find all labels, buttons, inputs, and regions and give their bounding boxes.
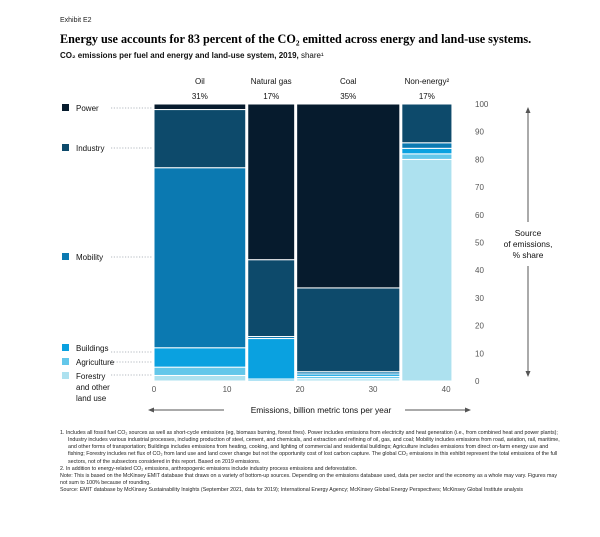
- y-tick-label: 20: [475, 322, 484, 331]
- y-tick-label: 10: [475, 349, 484, 358]
- y-axis-label-line: Source: [515, 228, 542, 238]
- y-axis-label-line: of emissions,: [504, 239, 553, 249]
- chart-title: Energy use accounts for 83 percent of th…: [60, 32, 532, 46]
- category-share-label: 35%: [340, 92, 356, 101]
- x-tick-label: 20: [296, 385, 305, 394]
- legend-label: Power: [76, 104, 99, 113]
- y-tick-label: 0: [475, 377, 480, 386]
- category-share-label: 17%: [419, 92, 435, 101]
- category-label: Natural gas: [251, 77, 292, 86]
- footnotes: 1. Includes all fossil fuel CO₂ sources …: [60, 430, 560, 494]
- x-tick-label: 10: [223, 385, 232, 394]
- y-tick-label: 30: [475, 294, 484, 303]
- footnote-note: Note: This is based on the McKinsey EMIT…: [60, 472, 557, 486]
- segment-industry-coal: [296, 287, 401, 373]
- legend-swatch-mobility: [62, 253, 69, 260]
- subtitle-text: CO₂ emissions per fuel and energy and la…: [60, 51, 299, 60]
- segment-agriculture-non-energy-: [401, 153, 453, 160]
- legend-label: Forestry: [76, 372, 105, 381]
- legend-label: Agriculture: [76, 358, 115, 367]
- x-tick-label: 30: [369, 385, 378, 394]
- legend-label: Buildings: [76, 344, 108, 353]
- legend-swatch-power: [62, 104, 69, 111]
- legend-label: land use: [76, 394, 107, 403]
- segment-industry-non-energy-: [401, 103, 453, 144]
- y-tick-label: 50: [475, 239, 484, 248]
- segment-industry-natural-gas: [247, 259, 296, 338]
- segment-buildings-non-energy-: [401, 147, 453, 155]
- y-tick-label: 80: [475, 155, 484, 164]
- category-share-label: 17%: [263, 92, 279, 101]
- segment-industry-oil: [153, 109, 247, 169]
- category-label: Oil: [195, 77, 205, 86]
- y-tick-label: 40: [475, 266, 484, 275]
- x-tick-label: 40: [442, 385, 451, 394]
- legend-swatch-industry: [62, 144, 69, 151]
- x-arrow-right-head: [465, 407, 471, 413]
- category-share-label: 31%: [192, 92, 208, 101]
- y-tick-label: 60: [475, 211, 484, 220]
- footnote-source: Source: EMIT database by McKinsey Sustai…: [60, 487, 524, 494]
- exhibit-label: Exhibit E2: [60, 17, 92, 24]
- y-tick-label: 100: [475, 100, 489, 109]
- y-arrow-down-head: [525, 371, 531, 377]
- segment-mobility-oil: [153, 167, 247, 349]
- x-axis-label: Emissions, billion metric tons per year: [251, 405, 392, 415]
- x-arrow-left-head: [148, 407, 154, 413]
- footnote-2: 2. In addition to energy-related CO₂ emi…: [60, 465, 358, 472]
- subtitle-unit: share¹: [300, 51, 324, 60]
- segment-agriculture-oil: [153, 366, 247, 376]
- y-tick-label: 90: [475, 128, 484, 137]
- category-label: Non-energy²: [405, 77, 450, 86]
- marimekko-chart: Oil 31% Natural gas 17% Coal 35% Non-energy² 17…: [62, 77, 553, 415]
- segment-buildings-natural-gas: [247, 338, 296, 380]
- footnote-1: 1. Includes all fossil fuel CO₂ sources …: [60, 430, 560, 465]
- segment-power-natural-gas: [247, 103, 296, 261]
- segment-forestry-and-other-land-use-oil: [153, 374, 247, 382]
- legend-swatch-forestry-and-other-land-use: [62, 372, 69, 379]
- y-axis-label-line: % share: [513, 250, 544, 260]
- segment-buildings-oil: [153, 347, 247, 368]
- segment-power-oil: [153, 103, 247, 111]
- segment-mobility-non-energy-: [401, 142, 453, 149]
- y-tick-label: 70: [475, 183, 484, 192]
- legend-label: Industry: [76, 144, 104, 153]
- chart-subtitle: CO₂ emissions per fuel and energy and la…: [60, 51, 324, 60]
- legend-label: and other: [76, 383, 110, 392]
- x-tick-label: 0: [152, 385, 157, 394]
- legend-swatch-agriculture: [62, 358, 69, 365]
- legend-swatch-buildings: [62, 344, 69, 351]
- legend-label: Mobility: [76, 253, 103, 262]
- segment-power-coal: [296, 103, 401, 289]
- y-arrow-up-head: [525, 107, 531, 113]
- category-label: Coal: [340, 77, 357, 86]
- segment-forestry-and-other-land-use-non-energy-: [401, 158, 453, 382]
